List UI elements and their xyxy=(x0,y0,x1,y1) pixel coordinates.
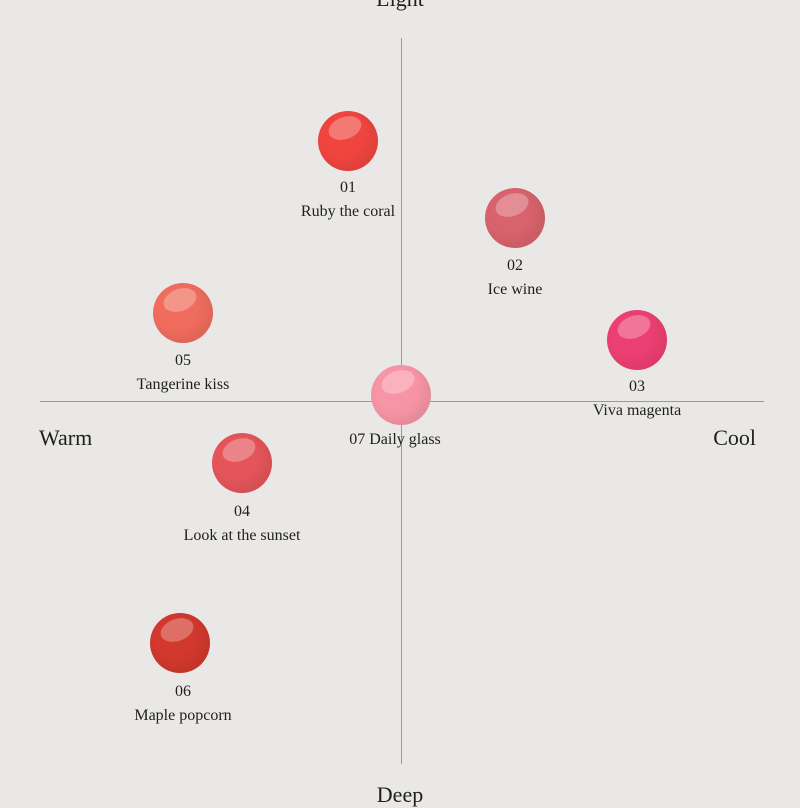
shade-number: 05 xyxy=(174,352,191,369)
shade-caption-03: 03 Viva magenta xyxy=(593,375,681,423)
swatch-03 xyxy=(607,310,667,370)
swatch-02 xyxy=(485,188,545,248)
shade-name: Daily glass xyxy=(369,431,441,448)
shade-caption-04: 04 Look at the sunset xyxy=(184,500,301,548)
axis-label-deep: Deep xyxy=(376,782,424,807)
axis-label-cool: Cool xyxy=(713,425,756,450)
shade-caption-01: 01 Ruby the coral xyxy=(301,176,395,224)
shade-name: Look at the sunset xyxy=(183,527,301,544)
swatch-06 xyxy=(150,613,210,673)
axis-label-light: Light xyxy=(376,0,424,12)
swatch-05 xyxy=(153,283,213,343)
shade-name: Ruby the coral xyxy=(300,203,396,220)
shade-number: 06 xyxy=(175,683,191,700)
shade-number: 03 xyxy=(629,378,645,395)
shade-number: 07 xyxy=(349,431,366,448)
axis-label-warm: Warm xyxy=(39,425,93,450)
shade-name: Maple popcorn xyxy=(134,707,232,724)
shade-caption-06: 06 Maple popcorn xyxy=(134,680,231,728)
swatch-07 xyxy=(371,365,431,425)
shade-name: Tangerine kiss xyxy=(136,376,230,393)
shade-caption-02: 02 Ice wine xyxy=(488,254,543,302)
shade-name: Viva magenta xyxy=(592,402,682,419)
shade-caption-05: 05 Tangerine kiss xyxy=(137,349,230,397)
shade-number: 02 xyxy=(506,257,523,274)
shade-number: 01 xyxy=(339,179,356,196)
swatch-04 xyxy=(212,433,272,493)
shade-name: Ice wine xyxy=(487,281,543,298)
shade-caption-07: 07 Daily glass xyxy=(349,428,441,452)
swatch-01 xyxy=(318,111,378,171)
shade-number: 04 xyxy=(234,503,250,520)
